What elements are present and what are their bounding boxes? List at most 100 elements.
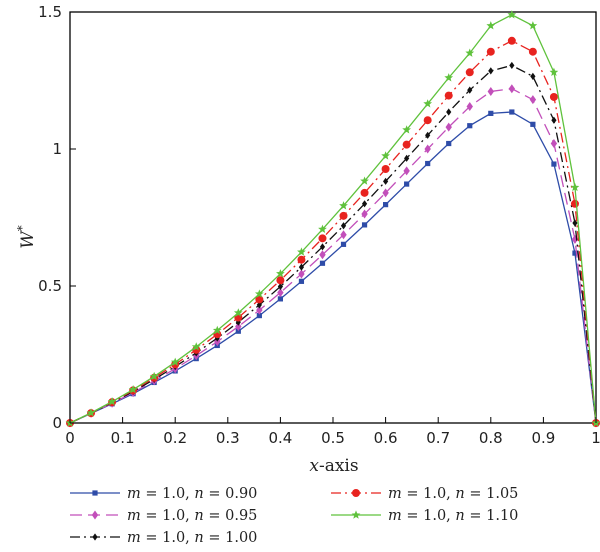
legend-label: m = 1.0, n = 1.10 xyxy=(388,508,518,524)
data-point xyxy=(572,250,578,256)
data-point xyxy=(508,84,516,94)
data-point xyxy=(170,357,180,366)
data-point xyxy=(340,222,347,230)
data-point xyxy=(446,108,452,116)
data-point xyxy=(361,222,368,228)
x-tick-label: 0.8 xyxy=(479,429,503,447)
series-4 xyxy=(66,36,600,427)
data-point xyxy=(507,36,516,45)
data-point xyxy=(423,116,432,125)
x-tick-label: 0.4 xyxy=(268,429,292,447)
data-point xyxy=(549,92,558,101)
data-point xyxy=(486,47,495,56)
data-point xyxy=(297,247,306,256)
data-point xyxy=(256,312,262,319)
data-point xyxy=(570,182,580,192)
data-point xyxy=(445,122,452,132)
data-point xyxy=(467,123,473,129)
legend-marker xyxy=(351,510,361,519)
x-tick-label: 0.6 xyxy=(374,429,398,447)
data-point xyxy=(128,384,138,394)
data-point xyxy=(530,121,536,127)
x-axis-title-var: x xyxy=(309,456,319,476)
data-point xyxy=(467,86,473,94)
legend-item-1: m = 1.0, n = 0.90 xyxy=(70,486,257,502)
data-point xyxy=(404,181,410,187)
x-tick-label: 0.5 xyxy=(321,429,345,447)
data-point xyxy=(488,67,494,75)
data-point xyxy=(298,278,305,284)
x-tick-label: 0 xyxy=(65,429,75,447)
series-1 xyxy=(67,109,599,426)
x-tick-label: 0.3 xyxy=(216,429,240,447)
data-point xyxy=(256,305,263,315)
data-point xyxy=(530,72,536,80)
data-point xyxy=(149,371,159,381)
data-point xyxy=(444,91,453,100)
y-axis-title-sup: * xyxy=(15,225,29,231)
data-point xyxy=(298,269,305,279)
x-tick-label: 0.9 xyxy=(531,429,555,447)
data-point xyxy=(235,328,241,334)
y-tick-label: 0.5 xyxy=(38,277,62,295)
data-point xyxy=(529,95,537,105)
y-axis-title: W* xyxy=(15,225,38,248)
data-point xyxy=(277,282,283,291)
data-point xyxy=(444,73,454,82)
data-point xyxy=(298,263,305,271)
data-point xyxy=(235,318,241,326)
data-point xyxy=(509,109,515,115)
series-line xyxy=(69,14,597,424)
data-point xyxy=(402,140,411,149)
series-5 xyxy=(65,10,600,427)
data-point xyxy=(277,288,284,298)
data-point xyxy=(404,154,410,162)
data-point xyxy=(466,102,473,112)
data-point xyxy=(276,276,285,285)
data-point xyxy=(383,202,389,208)
series-group xyxy=(65,10,600,428)
legend-label: m = 1.0, n = 0.95 xyxy=(127,508,257,524)
data-point xyxy=(339,201,348,210)
data-point xyxy=(255,295,264,304)
legend-item-3: m = 1.0, n = 1.00 xyxy=(70,530,257,546)
y-tick-label: 0 xyxy=(52,414,62,432)
data-point xyxy=(423,99,433,108)
x-tick-label: 0.2 xyxy=(163,429,187,447)
legend-label: m = 1.0, n = 1.00 xyxy=(127,530,257,546)
data-point xyxy=(340,241,347,247)
x-tick-label: 0.7 xyxy=(426,429,450,447)
series-line xyxy=(69,64,597,424)
data-point xyxy=(425,131,431,139)
data-point xyxy=(486,21,496,30)
x-axis-title-rest: -axis xyxy=(319,456,359,476)
legend-marker xyxy=(92,490,98,496)
x-tick-label: 1 xyxy=(591,429,600,447)
data-point xyxy=(319,260,326,266)
data-point xyxy=(212,325,222,335)
data-point xyxy=(381,151,390,160)
data-point xyxy=(277,296,283,302)
data-point xyxy=(465,48,475,57)
series-line xyxy=(69,111,597,424)
legend-marker xyxy=(352,489,360,497)
legend-marker xyxy=(91,510,99,520)
data-point xyxy=(549,67,559,76)
data-point xyxy=(361,209,368,219)
data-point xyxy=(383,177,389,185)
data-point xyxy=(551,116,557,124)
data-point xyxy=(276,269,285,278)
data-point xyxy=(297,255,306,264)
data-point xyxy=(254,289,264,298)
data-point xyxy=(382,188,389,198)
legend: m = 1.0, n = 0.90 m = 1.0, n = 0.95 m = 1.… xyxy=(70,486,518,546)
data-point xyxy=(402,125,412,134)
data-point xyxy=(528,21,538,30)
data-point xyxy=(360,176,369,185)
data-point xyxy=(319,243,326,251)
data-point xyxy=(340,230,347,240)
legend-marker xyxy=(92,533,98,541)
y-tick-label: 1 xyxy=(52,140,62,158)
data-point xyxy=(318,234,327,243)
